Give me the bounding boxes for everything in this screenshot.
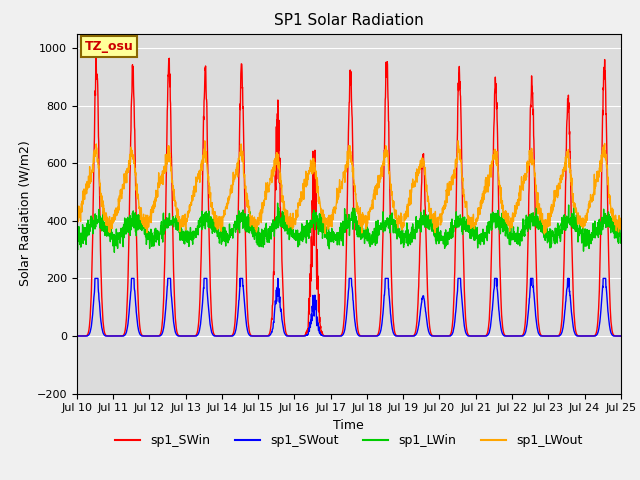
sp1_LWin	[73, 240, 81, 245]
sp1_LWout	[507, 215, 515, 221]
Title: SP1 Solar Radiation: SP1 Solar Radiation	[274, 13, 424, 28]
sp1_LWout	[617, 225, 625, 231]
sp1_LWout	[73, 214, 81, 219]
sp1_SWout	[507, 333, 515, 339]
sp1_SWout	[91, 276, 99, 281]
Line: sp1_SWin: sp1_SWin	[77, 58, 621, 336]
sp1_LWin	[617, 239, 625, 244]
sp1_SWin	[376, 314, 384, 320]
sp1_LWin	[111, 250, 118, 255]
Legend: sp1_SWin, sp1_SWout, sp1_LWin, sp1_LWout: sp1_SWin, sp1_SWout, sp1_LWin, sp1_LWout	[110, 429, 588, 452]
Line: sp1_LWin: sp1_LWin	[77, 203, 621, 252]
sp1_LWout	[541, 231, 548, 237]
sp1_SWin	[617, 333, 625, 339]
sp1_LWout	[570, 191, 577, 196]
sp1_SWout	[617, 333, 625, 339]
sp1_SWout	[569, 322, 577, 328]
sp1_LWout	[454, 138, 462, 144]
sp1_LWout	[376, 172, 384, 178]
sp1_SWin	[365, 333, 372, 339]
sp1_LWin	[365, 233, 372, 239]
sp1_LWout	[225, 201, 232, 206]
sp1_LWout	[365, 209, 372, 215]
sp1_SWout	[225, 333, 232, 339]
Line: sp1_SWout: sp1_SWout	[77, 278, 621, 336]
sp1_SWin	[569, 284, 577, 289]
Y-axis label: Solar Radiation (W/m2): Solar Radiation (W/m2)	[18, 141, 31, 287]
sp1_SWin	[92, 55, 100, 61]
sp1_SWout	[365, 333, 372, 339]
sp1_SWout	[376, 329, 384, 335]
Text: TZ_osu: TZ_osu	[85, 40, 134, 53]
sp1_SWout	[584, 333, 592, 339]
sp1_LWin	[508, 235, 515, 241]
sp1_LWin	[584, 236, 592, 241]
sp1_SWin	[507, 333, 515, 339]
sp1_SWin	[73, 333, 81, 339]
X-axis label: Time: Time	[333, 419, 364, 432]
sp1_LWin	[377, 220, 385, 226]
sp1_SWout	[73, 333, 81, 339]
sp1_LWin	[225, 232, 232, 238]
sp1_LWout	[584, 208, 592, 214]
sp1_LWin	[570, 226, 577, 231]
sp1_LWin	[274, 200, 282, 206]
sp1_SWin	[225, 333, 232, 339]
sp1_SWin	[584, 333, 592, 339]
Line: sp1_LWout: sp1_LWout	[77, 141, 621, 234]
